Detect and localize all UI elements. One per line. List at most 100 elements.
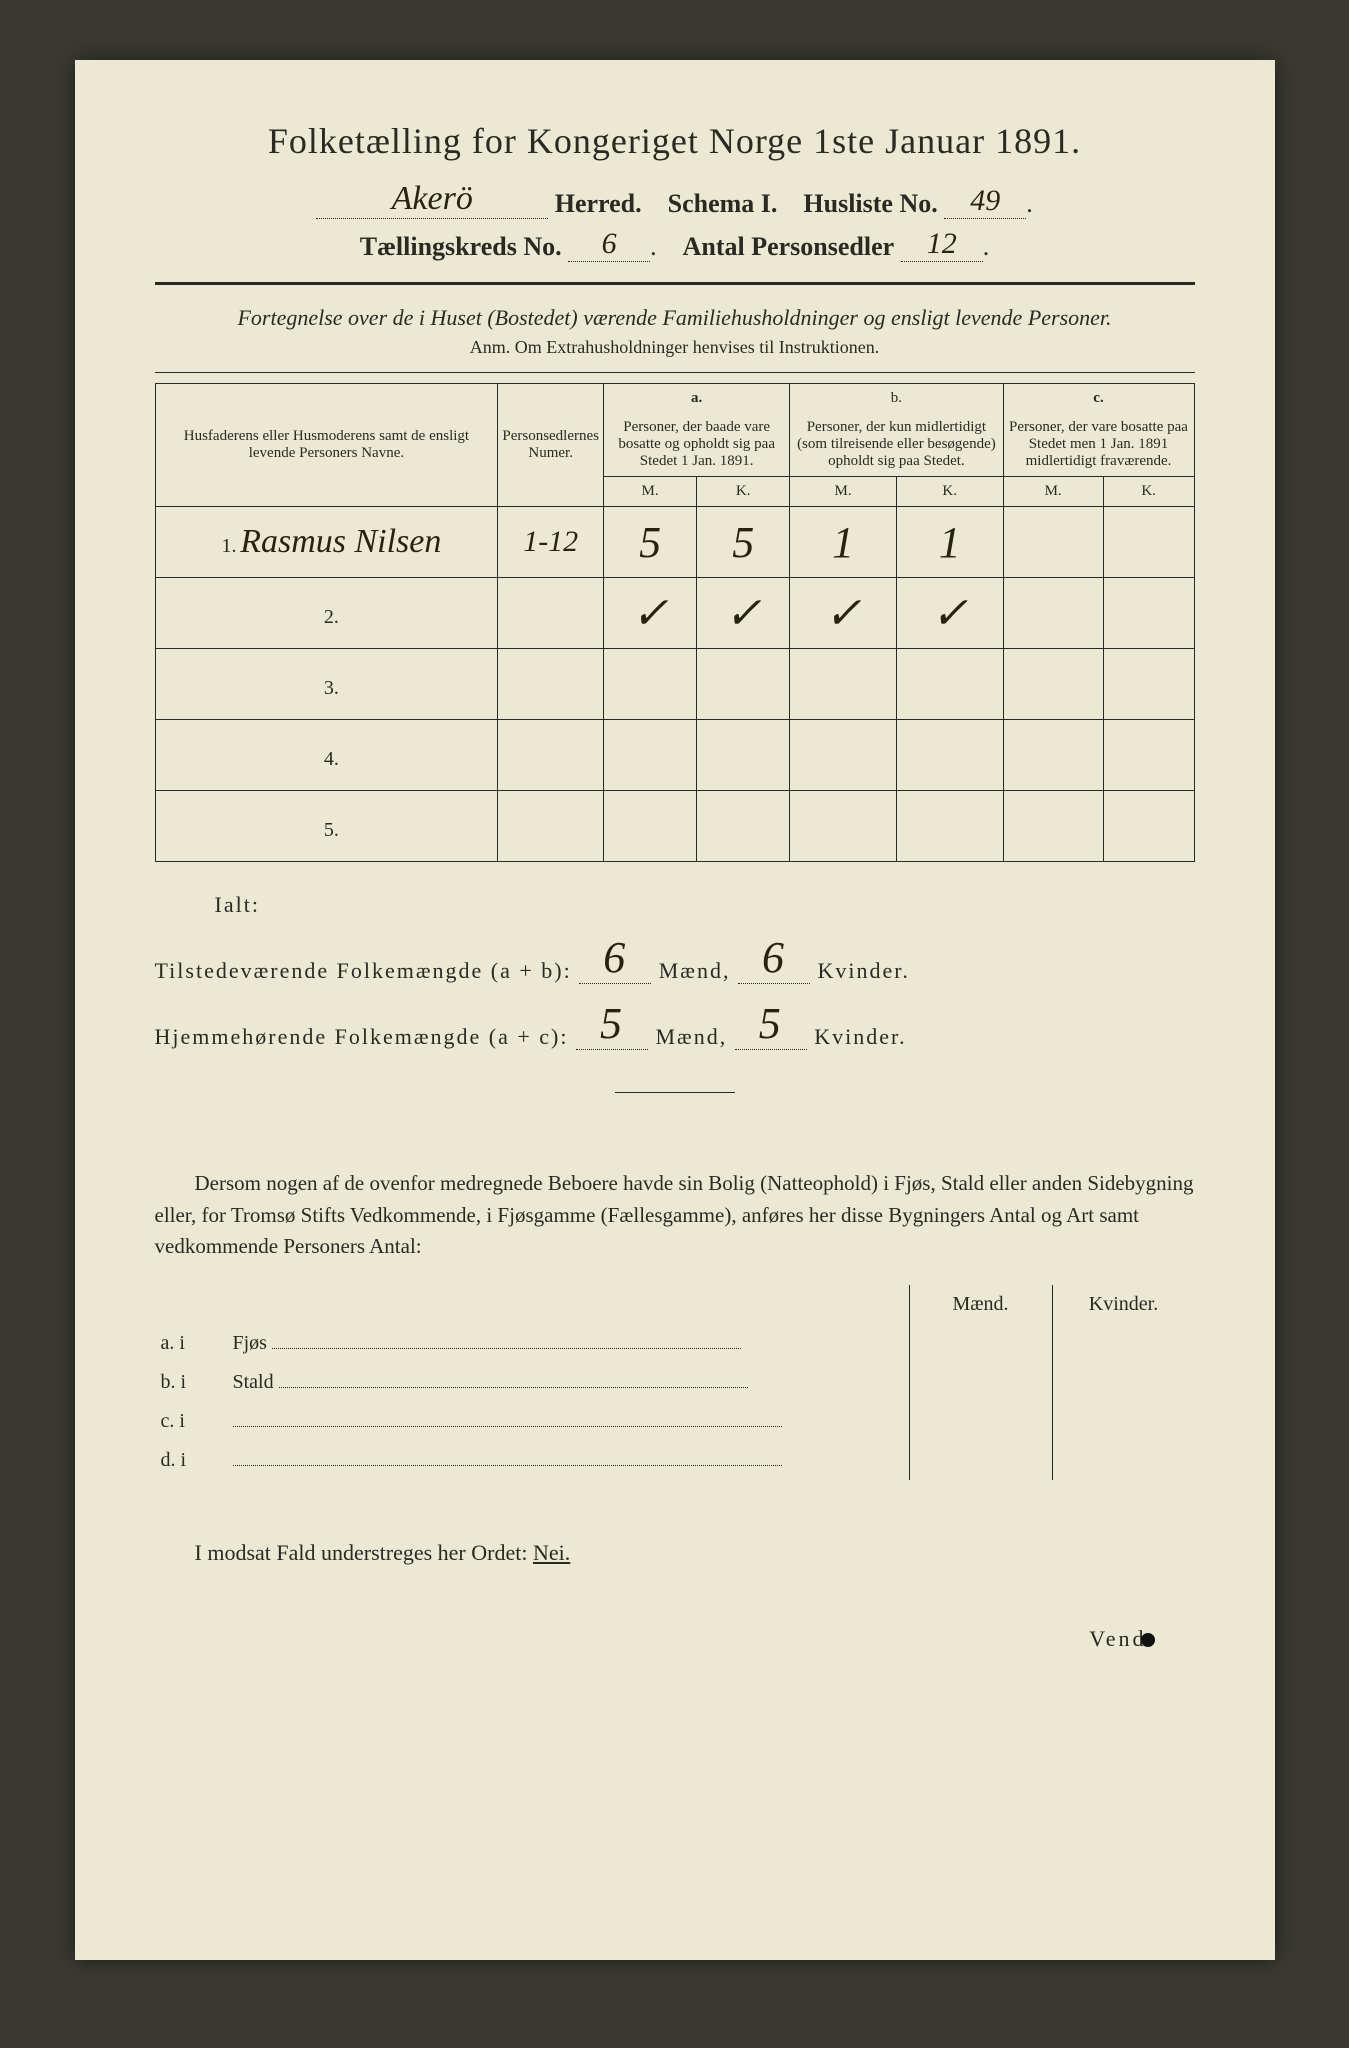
cell-b-m <box>790 649 897 720</box>
herred-label: Herred. <box>555 189 642 218</box>
census-table: Husfaderens eller Husmoderens samt de en… <box>155 383 1195 862</box>
husliste-value: 49 <box>970 184 1000 217</box>
header-row-2: Tællingskreds No. 6. Antal Personsedler … <box>155 227 1195 262</box>
col-a-label: a. <box>691 390 702 406</box>
row-numer: 1-12 <box>498 507 604 578</box>
vend-label: Vend <box>155 1626 1195 1652</box>
cell-c-m <box>1003 578 1103 649</box>
form-anm: Anm. Om Extrahusholdninger henvises til … <box>155 337 1195 358</box>
col-c-header: Personer, der vare bosatte paa Stedet me… <box>1003 413 1194 477</box>
divider <box>155 372 1195 373</box>
table-row: 1. Rasmus Nilsen1-125511 <box>155 507 1194 578</box>
cell-c-k <box>1103 507 1194 578</box>
cell-c-m <box>1003 720 1103 791</box>
row-c-label: c. i <box>155 1402 227 1441</box>
row-name: 1. Rasmus Nilsen <box>155 507 498 578</box>
col-a-m: M. <box>604 477 697 507</box>
col-numer-header: Personsedlernes Numer. <box>498 384 604 507</box>
kreds-value: 6 <box>602 227 617 260</box>
cell-c-k <box>1103 720 1194 791</box>
cell-b-k <box>896 649 1003 720</box>
row-name: 4. <box>155 720 498 791</box>
cell-b-m <box>790 720 897 791</box>
side-kvinder: Kvinder. <box>1052 1285 1195 1324</box>
kvinder-label: Kvinder. <box>814 1024 906 1049</box>
cell-b-k <box>896 791 1003 862</box>
row-numer <box>498 649 604 720</box>
resident-label: Hjemmehørende Folkemængde (a + c): <box>155 1024 569 1049</box>
row-b-type: Stald <box>233 1371 274 1393</box>
row-name: 2. <box>155 578 498 649</box>
resident-k: 5 <box>759 999 783 1048</box>
row-b-label: b. i <box>155 1363 227 1402</box>
form-subtitle: Fortegnelse over de i Huset (Bostedet) v… <box>155 305 1195 331</box>
schema-label: Schema I. <box>668 189 778 218</box>
cell-a-m <box>604 649 697 720</box>
cell-c-m <box>1003 791 1103 862</box>
cell-b-m: 1 <box>790 507 897 578</box>
cell-a-m: 5 <box>604 507 697 578</box>
cell-a-k: ✓ <box>697 578 790 649</box>
maend-label: Mænd, <box>659 958 731 983</box>
cell-b-k <box>896 720 1003 791</box>
cell-a-k <box>697 791 790 862</box>
col-names-header: Husfaderens eller Husmoderens samt de en… <box>155 384 498 507</box>
census-form-page: Folketælling for Kongeriget Norge 1ste J… <box>75 60 1275 1960</box>
kreds-label: Tællingskreds No. <box>360 232 562 261</box>
row-a-type: Fjøs <box>233 1332 267 1354</box>
cell-b-k: ✓ <box>896 578 1003 649</box>
col-b-label: b. <box>891 390 902 406</box>
col-b-m: M. <box>790 477 897 507</box>
header-row-1: Akerö Herred. Schema I. Husliste No. 49. <box>155 180 1195 219</box>
cell-a-m <box>604 720 697 791</box>
ialt-label: Ialt: <box>155 892 1195 918</box>
husliste-label: Husliste No. <box>803 189 937 218</box>
table-row: 3. <box>155 649 1194 720</box>
final-word: Nei. <box>533 1540 570 1565</box>
divider <box>155 282 1195 285</box>
herred-value: Akerö <box>392 180 473 217</box>
present-m: 6 <box>603 933 627 982</box>
cell-b-m <box>790 791 897 862</box>
col-b-k: K. <box>896 477 1003 507</box>
cell-a-m: ✓ <box>604 578 697 649</box>
col-b-header: Personer, der kun midlertidigt (som tilr… <box>790 413 1003 477</box>
side-maend: Mænd. <box>909 1285 1052 1324</box>
table-row: 5. <box>155 791 1194 862</box>
cell-a-k: 5 <box>697 507 790 578</box>
side-building-table: Mænd. Kvinder. a. i Fjøs b. i Stald c. i… <box>155 1285 1195 1480</box>
cell-c-k <box>1103 578 1194 649</box>
kvinder-label: Kvinder. <box>817 958 909 983</box>
personsedler-value: 12 <box>927 227 957 260</box>
cell-a-m <box>604 791 697 862</box>
cell-c-m <box>1003 507 1103 578</box>
cell-c-m <box>1003 649 1103 720</box>
maend-label: Mænd, <box>655 1024 727 1049</box>
cell-c-k <box>1103 649 1194 720</box>
personsedler-label: Antal Personsedler <box>683 232 895 261</box>
resident-m: 5 <box>600 999 624 1048</box>
totals-block: Ialt: Tilstedeværende Folkemængde (a + b… <box>155 892 1195 1050</box>
cell-a-k <box>697 649 790 720</box>
final-prefix: I modsat Fald understreges her Ordet: <box>195 1540 528 1565</box>
cell-c-k <box>1103 791 1194 862</box>
instruction-text: Dersom nogen af de ovenfor medregnede Be… <box>155 1168 1195 1263</box>
row-numer <box>498 578 604 649</box>
col-c-k: K. <box>1103 477 1194 507</box>
col-c-label: c. <box>1093 390 1103 406</box>
row-name: 5. <box>155 791 498 862</box>
row-numer <box>498 720 604 791</box>
row-numer <box>498 791 604 862</box>
row-a-label: a. i <box>155 1324 227 1363</box>
table-row: 4. <box>155 720 1194 791</box>
row-name: 3. <box>155 649 498 720</box>
cell-b-m: ✓ <box>790 578 897 649</box>
col-a-header: Personer, der baade vare bosatte og opho… <box>604 413 790 477</box>
cell-a-k <box>697 720 790 791</box>
final-line: I modsat Fald understreges her Ordet: Ne… <box>155 1540 1195 1566</box>
cell-b-k: 1 <box>896 507 1003 578</box>
table-row: 2. ✓✓✓✓ <box>155 578 1194 649</box>
row-d-label: d. i <box>155 1441 227 1480</box>
present-label: Tilstedeværende Folkemængde (a + b): <box>155 958 572 983</box>
present-k: 6 <box>762 933 786 982</box>
